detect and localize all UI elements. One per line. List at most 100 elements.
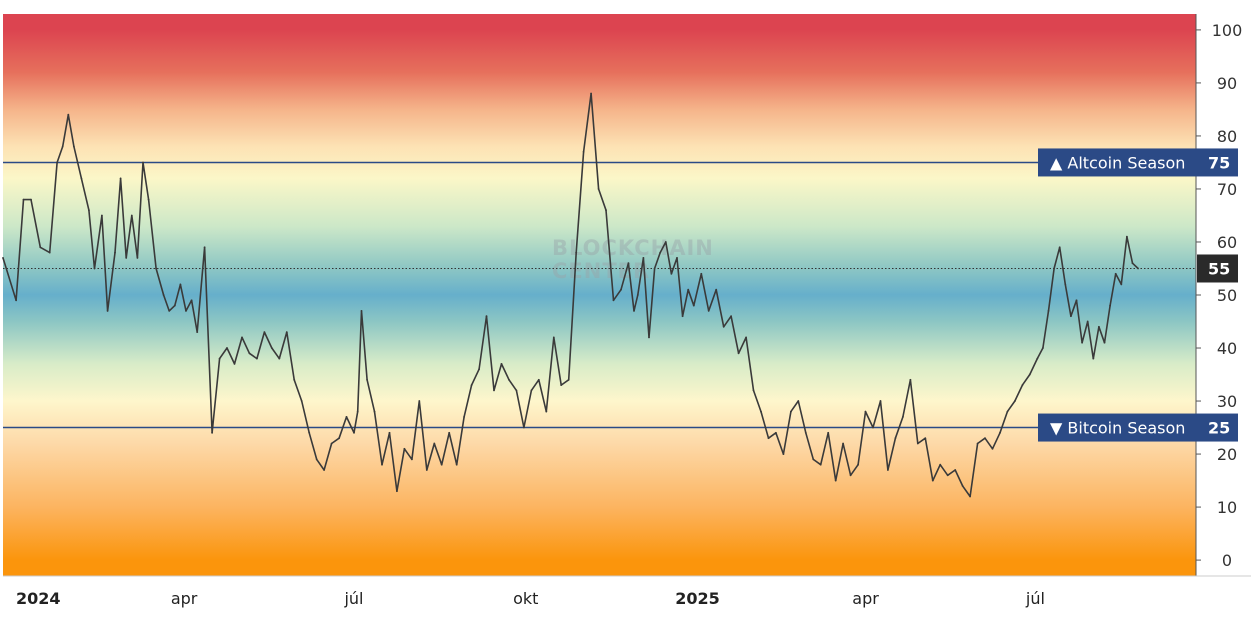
y-tick-label: 60 [1217, 233, 1237, 252]
data-point [819, 463, 822, 466]
data-point [664, 241, 667, 243]
data-point [653, 267, 656, 270]
data-point [203, 246, 206, 249]
data-point [179, 283, 182, 286]
data-point [162, 294, 165, 296]
data-point [984, 437, 986, 440]
data-point [737, 352, 740, 355]
data-point [1058, 246, 1061, 249]
data-point [30, 198, 32, 201]
y-tick-label: 30 [1217, 392, 1237, 411]
season-label-box-25 [1038, 413, 1238, 442]
y-tick-label: 10 [1217, 498, 1237, 517]
data-point [612, 299, 615, 302]
data-point [463, 416, 465, 418]
x-tick-label: apr [171, 589, 198, 608]
data-point [590, 92, 592, 95]
x-tick-label: okt [513, 589, 538, 608]
data-point [827, 431, 830, 434]
data-point [485, 315, 488, 318]
data-point [293, 378, 296, 381]
data-point [373, 410, 376, 413]
data-point [545, 410, 548, 413]
data-point [147, 198, 150, 201]
data-point [804, 431, 807, 434]
data-point [440, 463, 443, 466]
data-point [842, 442, 844, 445]
data-point [285, 331, 288, 333]
data-point [241, 336, 243, 339]
data-point [560, 384, 563, 386]
data-point [582, 150, 585, 153]
data-point [924, 437, 927, 440]
data-point [902, 416, 904, 418]
watermark: BLOCKCHAIN CENTER [552, 236, 713, 283]
data-point [411, 458, 413, 461]
y-tick-label: 80 [1217, 127, 1237, 146]
data-point [552, 336, 555, 339]
data-point [270, 347, 273, 349]
data-point [114, 251, 116, 254]
data-point [356, 410, 359, 413]
data-point [537, 378, 540, 381]
data-point [80, 177, 83, 180]
data-point [700, 272, 703, 275]
data-point [48, 251, 51, 254]
data-point [73, 145, 75, 148]
data-point [1036, 357, 1039, 360]
data-point [263, 331, 266, 333]
data-point [1042, 347, 1044, 349]
data-point [470, 384, 473, 386]
data-point [381, 463, 383, 466]
data-point [991, 447, 994, 450]
data-point [1120, 283, 1123, 286]
data-point [1006, 410, 1009, 413]
data-point [1114, 272, 1117, 275]
data-point [106, 310, 109, 312]
data-point [388, 431, 391, 434]
data-point [93, 267, 96, 270]
data-point [185, 310, 187, 312]
data-point [575, 251, 578, 254]
data-point [760, 410, 762, 413]
data-point [1047, 310, 1050, 312]
data-point [455, 463, 458, 466]
data-point [125, 257, 128, 259]
data-point [681, 315, 684, 318]
data-point [864, 410, 867, 413]
data-point [396, 490, 398, 493]
y-tick-label: 70 [1217, 180, 1237, 199]
data-point [315, 458, 318, 461]
data-point [1131, 262, 1134, 265]
season-label-box-75 [1038, 148, 1238, 177]
y-tick-label: 90 [1217, 74, 1237, 93]
data-point [142, 161, 144, 164]
data-point [597, 188, 600, 190]
data-point [345, 416, 348, 418]
data-point [308, 431, 311, 434]
data-point [894, 437, 897, 440]
current-value-badge: 55 [1208, 259, 1230, 278]
data-point [1081, 341, 1083, 344]
data-point [1070, 315, 1072, 318]
data-point [190, 299, 193, 302]
data-point [687, 288, 690, 291]
data-point [857, 463, 859, 466]
data-point [39, 246, 42, 249]
data-point [226, 347, 228, 349]
season-label-75: ▲ Altcoin Season [1050, 153, 1185, 172]
data-point [233, 363, 236, 365]
data-point [1053, 267, 1055, 270]
data-point [627, 262, 630, 265]
x-tick-label: 2024 [16, 589, 61, 608]
data-point [1109, 304, 1111, 307]
data-point [330, 442, 333, 445]
data-point [939, 463, 942, 466]
season-badge-75: 75 [1208, 153, 1230, 172]
data-point [954, 469, 957, 471]
data-point [218, 357, 221, 360]
data-point [88, 209, 90, 212]
data-point [879, 400, 882, 402]
y-tick-label: 100 [1212, 21, 1243, 40]
